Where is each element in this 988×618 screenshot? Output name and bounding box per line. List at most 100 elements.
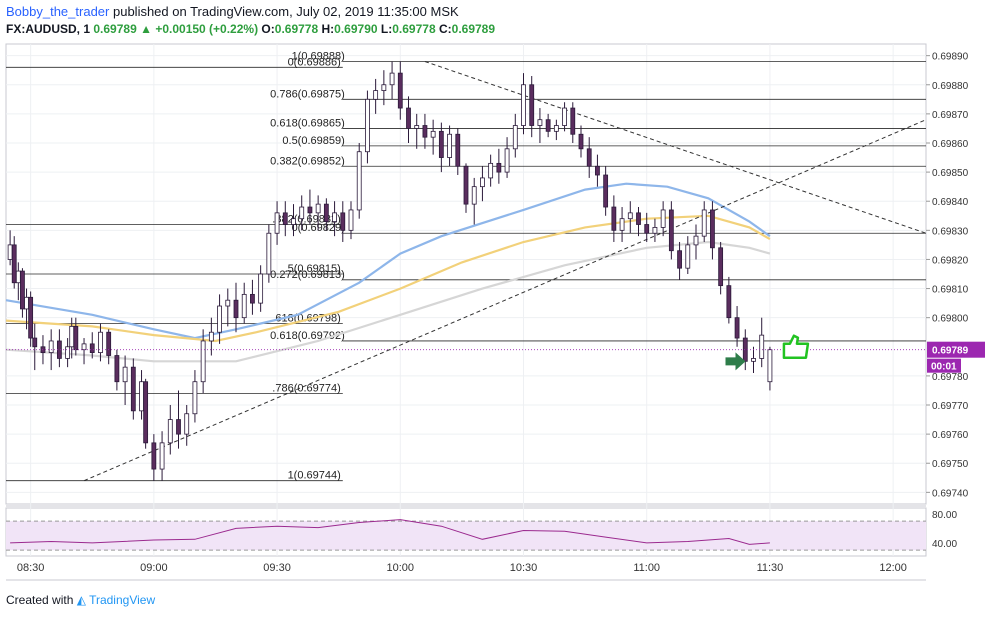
candle-body (447, 133, 452, 158)
candle-body (291, 218, 296, 225)
candle-body (11, 244, 17, 284)
low-value: 0.69778 (392, 22, 436, 36)
candle-body (570, 107, 576, 135)
candle-body (693, 235, 699, 246)
candle-body (463, 165, 469, 205)
rsi-band (6, 521, 926, 551)
open-label: O: (261, 22, 275, 36)
candle-body (208, 331, 214, 342)
candle-body (114, 355, 120, 383)
y-tick-label: 0.69750 (932, 459, 969, 470)
current-price-text: 0.69789 (932, 346, 969, 357)
moving-average-line (5, 214, 771, 343)
candle-body (225, 299, 231, 307)
candle-body (130, 366, 136, 412)
candle-body (282, 212, 288, 225)
candle-body (32, 337, 38, 348)
candle-body (660, 209, 666, 228)
candle-body (258, 273, 264, 304)
candle-body (151, 442, 157, 470)
candle-body (299, 206, 305, 220)
candle-body (668, 209, 674, 252)
candle-body (652, 227, 658, 234)
candle-body (381, 84, 387, 91)
last-price: 0.69789 (93, 22, 137, 36)
candle-body (742, 337, 748, 362)
y-tick-label: 0.69850 (932, 168, 969, 179)
candle-body (159, 442, 165, 470)
candle-body (69, 326, 75, 348)
candle-body (471, 186, 477, 205)
candle-body (340, 212, 346, 231)
candle-body (373, 90, 379, 100)
tradingview-brand[interactable]: TradingView (89, 593, 156, 607)
candle-body (644, 224, 650, 234)
x-tick-label: 12:00 (879, 562, 907, 574)
y-tick-label: 0.69800 (932, 314, 969, 325)
thumbs-up-icon (782, 334, 810, 359)
candle-body (122, 366, 128, 383)
author-link[interactable]: Bobby_the_trader (6, 4, 110, 19)
candle-body (480, 177, 485, 188)
candle-body (389, 72, 395, 86)
rsi-line (10, 519, 770, 545)
publish-header: Bobby_the_trader published on TradingVie… (6, 4, 459, 19)
y-tick-label: 0.69870 (932, 110, 969, 121)
y-tick-label: 0.69840 (932, 197, 969, 208)
candle-body (710, 209, 715, 249)
fib-level-label: 0.272(0.69813) (270, 269, 345, 281)
candle-body (595, 165, 600, 176)
candle-body (488, 162, 494, 179)
candle-body (701, 209, 707, 237)
candle-body (176, 419, 181, 435)
candle-body (611, 206, 617, 231)
candle-body (266, 232, 272, 275)
low-label: L: (380, 22, 393, 36)
candle-body (323, 203, 329, 222)
x-tick-label: 10:00 (387, 562, 415, 574)
published-text: published on TradingView.com, July 02, 2… (112, 4, 459, 19)
candle-body (307, 206, 313, 214)
symbol-header: FX:AUDUSD, 1 0.69789 ▲ +0.00150 (+0.22%)… (6, 22, 495, 36)
candle-body (348, 209, 354, 231)
candle-body (184, 413, 190, 435)
candle-body (217, 305, 222, 333)
candle-body (504, 148, 510, 173)
candle-body (139, 381, 144, 412)
countdown-text: 00:01 (931, 362, 957, 373)
y-tick-label: 0.69830 (932, 226, 969, 237)
candle-body (200, 340, 206, 383)
fib-level-label: 0.786(0.69875) (270, 88, 345, 100)
candle-body (315, 203, 321, 214)
candle-body (20, 270, 25, 310)
x-tick-label: 11:30 (757, 562, 784, 574)
candle-body (356, 151, 362, 211)
rsi-tick-label: 40.00 (932, 539, 957, 550)
candle-body (455, 133, 461, 167)
trendline (424, 60, 927, 234)
candle-body (553, 125, 559, 132)
candle-body (406, 107, 411, 129)
y-tick-label: 0.69760 (932, 430, 969, 441)
candle-body (636, 212, 641, 225)
candle-body (767, 349, 773, 383)
y-tick-label: 0.69770 (932, 401, 969, 412)
close-label: C: (438, 22, 452, 36)
open-value: 0.69778 (274, 22, 319, 36)
candle-body (15, 270, 21, 284)
y-tick-label: 0.69820 (932, 255, 969, 266)
candle-body (529, 84, 535, 126)
fib-level-label: 0.5(0.69859) (282, 135, 344, 147)
candle-body (24, 296, 29, 310)
candle-body (751, 358, 756, 362)
candle-body (619, 218, 625, 231)
moving-average-line (5, 182, 771, 340)
trendline (83, 119, 927, 482)
candle-body (106, 331, 112, 356)
candle-body (685, 244, 691, 269)
countdown-badge (927, 358, 961, 373)
symbol-label: FX:AUDUSD, 1 (6, 22, 91, 36)
fib-level-label: .786(0.69774) (272, 382, 341, 394)
current-price-badge (927, 341, 985, 358)
